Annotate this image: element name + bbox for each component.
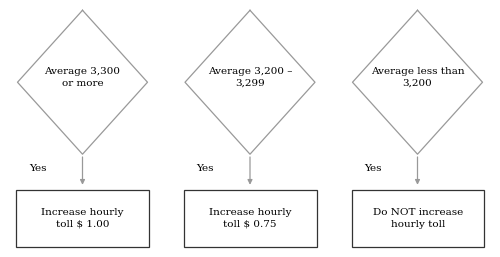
Text: Do NOT increase
hourly toll: Do NOT increase hourly toll <box>372 208 463 229</box>
Text: Yes: Yes <box>196 164 214 173</box>
Text: Increase hourly
toll $ 1.00: Increase hourly toll $ 1.00 <box>41 208 123 229</box>
Text: Increase hourly
toll $ 0.75: Increase hourly toll $ 0.75 <box>209 208 292 229</box>
Bar <box>352 190 484 247</box>
Text: Average less than
3,200: Average less than 3,200 <box>370 67 464 87</box>
Bar <box>184 190 316 247</box>
Text: Yes: Yes <box>364 164 382 173</box>
Text: Average 3,300
or more: Average 3,300 or more <box>44 67 120 87</box>
Bar <box>16 190 148 247</box>
Text: Average 3,200 –
3,299: Average 3,200 – 3,299 <box>208 67 292 87</box>
Text: Yes: Yes <box>29 164 46 173</box>
